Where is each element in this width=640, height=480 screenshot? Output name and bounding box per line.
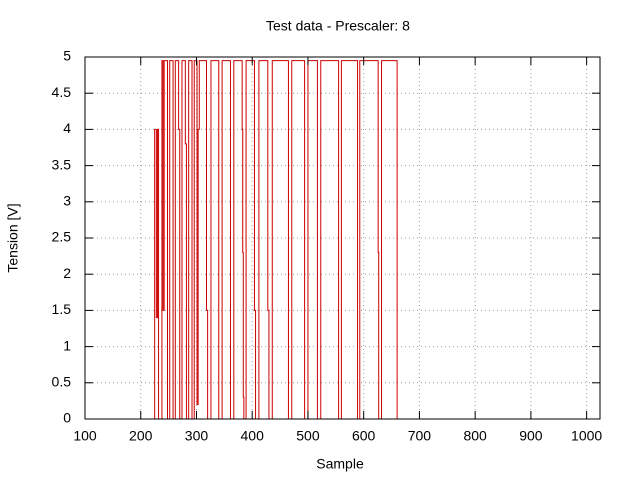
y-tick-label: 2 bbox=[63, 265, 71, 281]
x-axis-label: Sample bbox=[316, 456, 364, 472]
x-tick-label: 400 bbox=[241, 428, 265, 444]
y-tick-label: 0.5 bbox=[52, 374, 72, 390]
y-tick-label: 4.5 bbox=[52, 84, 72, 100]
x-tick-label: 1000 bbox=[571, 428, 602, 444]
chart-title: Test data - Prescaler: 8 bbox=[266, 18, 410, 34]
x-tick-label: 700 bbox=[408, 428, 432, 444]
y-tick-label: 2.5 bbox=[52, 229, 72, 245]
y-tick-label: 1 bbox=[63, 337, 71, 353]
y-tick-label: 0 bbox=[63, 410, 71, 426]
data-line bbox=[85, 60, 398, 420]
y-tick-label: 1.5 bbox=[52, 301, 72, 317]
x-tick-label: 200 bbox=[129, 428, 153, 444]
x-tick-label: 100 bbox=[73, 428, 97, 444]
x-tick-label: 500 bbox=[296, 428, 320, 444]
y-tick-label: 4 bbox=[63, 120, 71, 136]
y-tick-label: 3 bbox=[63, 193, 71, 209]
x-tick-label: 300 bbox=[185, 428, 209, 444]
y-tick-label: 3.5 bbox=[52, 156, 72, 172]
plot bbox=[85, 60, 398, 420]
x-tick-label: 600 bbox=[352, 428, 376, 444]
y-tick-label: 5 bbox=[63, 48, 71, 64]
y-axis-label: Tension [V] bbox=[5, 203, 21, 272]
x-tick-label: 800 bbox=[463, 428, 487, 444]
x-tick-label: 900 bbox=[519, 428, 543, 444]
